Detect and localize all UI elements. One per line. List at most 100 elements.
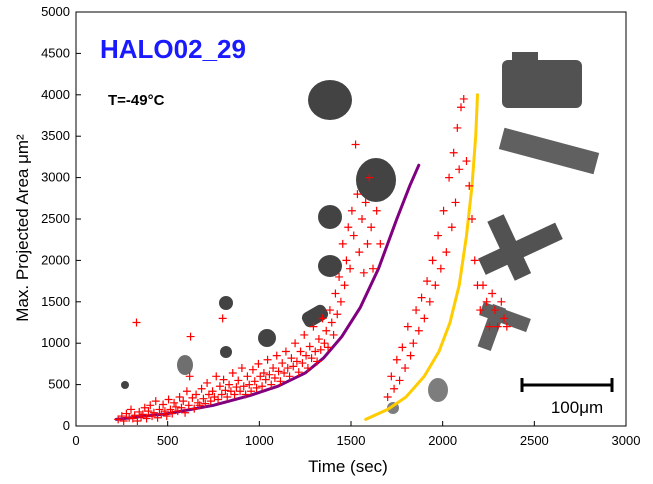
data-point bbox=[355, 248, 364, 257]
data-point bbox=[221, 386, 230, 395]
data-point bbox=[451, 198, 460, 207]
data-point bbox=[476, 306, 485, 315]
x-tick-label: 2500 bbox=[520, 433, 549, 448]
y-tick-label: 3000 bbox=[41, 170, 70, 185]
y-axis-ticks: 0 500 1000 1500 2000 2500 3000 3500 4000 4500 5000 bbox=[41, 4, 81, 433]
data-point bbox=[243, 372, 252, 381]
data-point bbox=[309, 322, 318, 331]
data-point bbox=[383, 393, 392, 402]
data-point bbox=[236, 387, 245, 396]
data-point bbox=[177, 403, 186, 412]
x-tick-label: 1500 bbox=[337, 433, 366, 448]
y-tick-label: 0 bbox=[63, 418, 70, 433]
data-point bbox=[302, 351, 311, 360]
data-point bbox=[420, 314, 429, 323]
data-point bbox=[241, 390, 250, 399]
data-point bbox=[462, 157, 471, 166]
data-point bbox=[414, 326, 423, 335]
data-point bbox=[434, 231, 443, 240]
data-point bbox=[254, 359, 263, 368]
y-tick-label: 500 bbox=[48, 377, 70, 392]
data-point bbox=[457, 103, 465, 112]
data-point bbox=[342, 256, 351, 265]
data-point bbox=[344, 223, 353, 232]
particle-image bbox=[502, 52, 582, 108]
data-point bbox=[447, 223, 456, 232]
data-point bbox=[316, 345, 325, 354]
data-point bbox=[276, 377, 285, 386]
data-point bbox=[175, 393, 184, 402]
data-point bbox=[313, 357, 322, 366]
data-points bbox=[114, 94, 511, 426]
particle-image bbox=[121, 381, 129, 389]
data-point bbox=[376, 239, 385, 248]
data-point bbox=[423, 277, 432, 286]
particle-images bbox=[121, 52, 600, 414]
data-point bbox=[234, 376, 243, 385]
data-point bbox=[146, 401, 155, 410]
y-tick-label: 2500 bbox=[41, 211, 70, 226]
data-point bbox=[184, 401, 193, 410]
data-point bbox=[329, 330, 338, 339]
data-point bbox=[335, 272, 344, 281]
data-point bbox=[465, 181, 474, 190]
data-point bbox=[311, 347, 320, 356]
data-point bbox=[502, 322, 511, 331]
data-point bbox=[439, 206, 448, 215]
data-point bbox=[445, 173, 454, 182]
data-point bbox=[409, 339, 418, 348]
data-point bbox=[322, 326, 331, 335]
data-point bbox=[468, 215, 476, 223]
data-point bbox=[182, 387, 191, 396]
data-point bbox=[185, 372, 194, 381]
data-point bbox=[223, 393, 232, 402]
data-point bbox=[186, 332, 195, 341]
data-point bbox=[346, 264, 355, 273]
particle-image bbox=[258, 329, 276, 347]
data-point bbox=[199, 394, 208, 403]
data-point bbox=[155, 405, 164, 414]
data-point bbox=[442, 248, 451, 257]
particle-image bbox=[477, 301, 531, 352]
particle-image bbox=[219, 296, 233, 310]
data-point bbox=[119, 417, 128, 426]
y-tick-label: 3500 bbox=[41, 128, 70, 143]
data-point bbox=[485, 322, 494, 331]
data-point bbox=[256, 372, 265, 381]
data-point bbox=[133, 417, 142, 426]
data-point bbox=[201, 399, 210, 408]
particle-image bbox=[478, 214, 563, 281]
data-point bbox=[289, 362, 298, 371]
data-point bbox=[278, 359, 287, 368]
y-tick-label: 1000 bbox=[41, 335, 70, 350]
data-point bbox=[215, 382, 224, 391]
data-point bbox=[453, 123, 462, 132]
data-point bbox=[270, 373, 279, 382]
data-point bbox=[417, 293, 426, 302]
data-point bbox=[214, 395, 223, 404]
data-point bbox=[247, 387, 256, 396]
data-point bbox=[188, 393, 197, 402]
data-point bbox=[303, 364, 312, 373]
data-point bbox=[225, 380, 234, 389]
data-point bbox=[365, 173, 374, 182]
x-tick-label: 2000 bbox=[428, 433, 457, 448]
particle-image bbox=[318, 255, 342, 277]
particle-image bbox=[428, 378, 448, 402]
y-tick-label: 4500 bbox=[41, 45, 70, 60]
data-point bbox=[314, 335, 323, 344]
data-point bbox=[285, 372, 294, 381]
data-point bbox=[280, 369, 289, 378]
data-point bbox=[497, 297, 506, 306]
data-point bbox=[395, 376, 404, 385]
data-point bbox=[219, 375, 228, 384]
data-point bbox=[190, 404, 199, 413]
data-point bbox=[267, 380, 276, 389]
data-point bbox=[292, 357, 301, 366]
fit-curves bbox=[114, 93, 479, 421]
data-point bbox=[482, 297, 491, 306]
data-point bbox=[127, 405, 135, 414]
data-point bbox=[179, 397, 188, 406]
x-tick-label: 500 bbox=[157, 433, 179, 448]
data-point bbox=[470, 256, 479, 265]
